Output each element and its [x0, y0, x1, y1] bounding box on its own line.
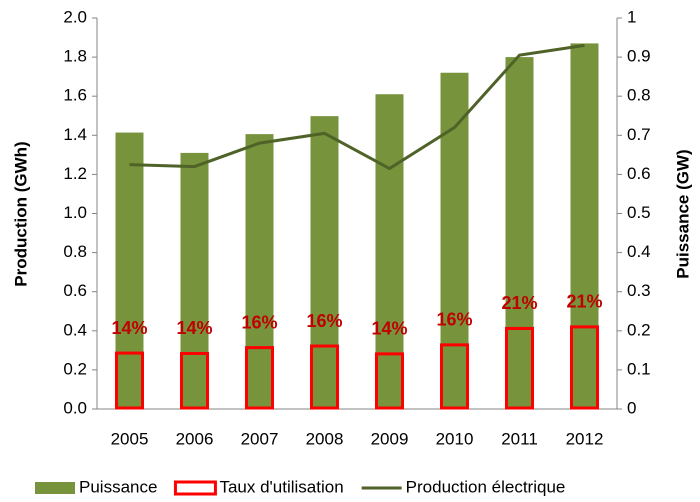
y-axis-label: Production (GWh) [11, 141, 30, 286]
y2-tick-label: 1 [627, 7, 636, 26]
legend-swatch [35, 482, 75, 494]
outline-bar [440, 343, 469, 410]
y-tick-label: 0.6 [63, 281, 87, 300]
outline-bar [180, 351, 209, 410]
y-tick-label: 1.4 [63, 125, 87, 144]
y2-axis-label: Puissance (GW) [673, 149, 692, 278]
x-tick-label: 2006 [176, 429, 214, 448]
data-label: 16% [241, 312, 277, 332]
y-tick-label: 2.0 [63, 7, 87, 26]
x-tick-label: 2010 [436, 429, 474, 448]
legend-label: Taux d'utilisation [219, 477, 343, 496]
data-label: 16% [306, 311, 342, 331]
y2-tick-label: 0.7 [627, 125, 651, 144]
x-tick-label: 2007 [241, 429, 279, 448]
outline-bar [245, 346, 274, 410]
data-label: 14% [371, 319, 407, 339]
y2-tick-label: 0.6 [627, 164, 651, 183]
y2-tick-label: 0.3 [627, 281, 651, 300]
y-tick-label: 0.0 [63, 398, 87, 417]
legend-label: Puissance [79, 477, 157, 496]
data-label: 21% [501, 293, 537, 313]
outline-bar [505, 326, 534, 410]
y2-tick-label: 0.1 [627, 359, 651, 378]
x-tick-label: 2005 [111, 429, 149, 448]
y-tick-label: 0.2 [63, 359, 87, 378]
y-tick-label: 1.0 [63, 203, 87, 222]
data-label: 14% [176, 318, 212, 338]
y-tick-label: 1.2 [63, 164, 87, 183]
y2-tick-label: 0 [627, 398, 636, 417]
y2-tick-label: 0.5 [627, 203, 651, 222]
legend-swatch [173, 480, 217, 496]
line [129, 43, 585, 171]
outline-bar [115, 351, 144, 410]
data-label: 16% [436, 310, 472, 330]
y-tick-label: 1.8 [63, 47, 87, 66]
y2-tick-label: 0.2 [627, 320, 651, 339]
y-tick-label: 0.4 [63, 320, 87, 339]
legend-label: Production électrique [406, 477, 566, 496]
y2-tick-label: 0.9 [627, 47, 651, 66]
x-tick-label: 2011 [501, 429, 538, 448]
x-tick-label: 2012 [566, 429, 604, 448]
y2-tick-label: 0.8 [627, 86, 651, 105]
y2-tick-label: 0.4 [627, 242, 651, 261]
y-tick-label: 1.6 [63, 86, 87, 105]
data-label: 21% [566, 292, 602, 312]
y-tick-label: 0.8 [63, 242, 87, 261]
outline-bar [570, 325, 599, 410]
outline-bar [310, 344, 339, 410]
x-tick-label: 2008 [306, 429, 344, 448]
outline-bar [375, 352, 404, 410]
x-tick-label: 2009 [371, 429, 409, 448]
data-label: 14% [111, 318, 147, 338]
